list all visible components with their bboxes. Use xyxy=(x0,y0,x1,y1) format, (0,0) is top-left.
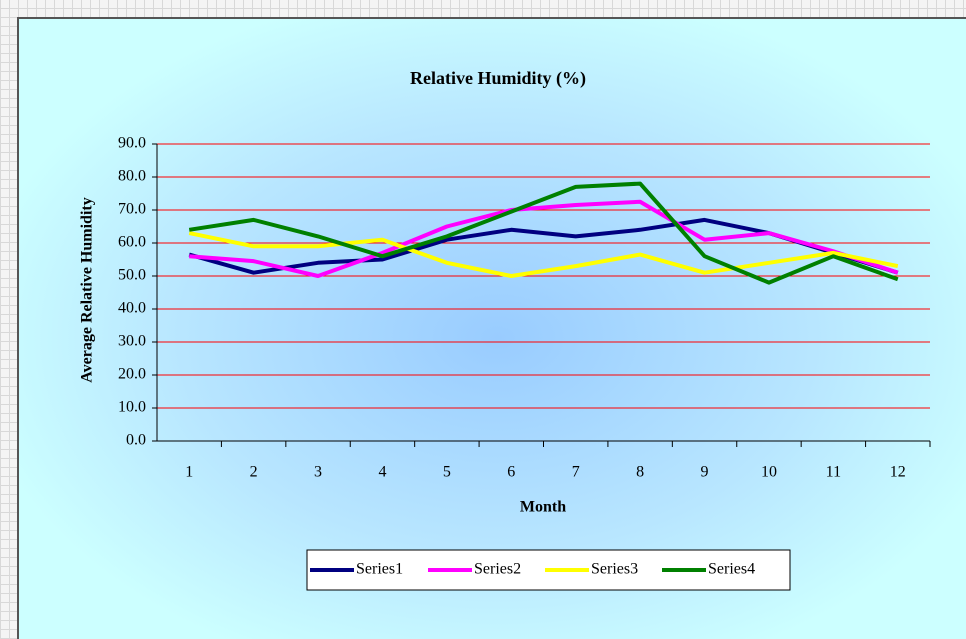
y-tick-label: 30.0 xyxy=(118,333,146,350)
y-tick-label: 20.0 xyxy=(118,366,146,383)
x-axis-label: Month xyxy=(520,499,566,516)
y-tick-label: 60.0 xyxy=(118,234,146,251)
legend-label: Series4 xyxy=(708,561,755,578)
x-tick-label: 8 xyxy=(636,464,644,481)
x-tick-label: 9 xyxy=(701,464,709,481)
y-tick-label: 0.0 xyxy=(126,432,146,449)
x-tick-label: 5 xyxy=(443,464,451,481)
series-line xyxy=(188,181,899,285)
chart-area xyxy=(17,17,966,639)
y-tick-label: 80.0 xyxy=(118,168,146,185)
legend-label: Series2 xyxy=(474,561,521,578)
x-tick-label: 10 xyxy=(761,464,777,481)
legend-label: Series3 xyxy=(591,561,638,578)
legend-label: Series1 xyxy=(356,561,403,578)
x-tick-label: 7 xyxy=(572,464,580,481)
y-tick-label: 10.0 xyxy=(118,399,146,416)
y-tick-label: 40.0 xyxy=(118,300,146,317)
y-tick-label: 90.0 xyxy=(118,135,146,152)
series-line xyxy=(189,199,899,278)
x-tick-label: 2 xyxy=(250,464,258,481)
chart-title: Relative Humidity (%) xyxy=(410,68,586,89)
y-axis-label: Average Relative Humidity xyxy=(79,197,96,382)
x-tick-label: 6 xyxy=(507,464,515,481)
x-tick-label: 11 xyxy=(826,464,841,481)
x-tick-label: 1 xyxy=(185,464,193,481)
y-tick-label: 50.0 xyxy=(118,267,146,284)
x-tick-label: 12 xyxy=(890,464,906,481)
x-tick-label: 4 xyxy=(378,464,386,481)
series-line xyxy=(188,231,899,278)
y-tick-label: 70.0 xyxy=(118,201,146,218)
x-tick-label: 3 xyxy=(314,464,322,481)
